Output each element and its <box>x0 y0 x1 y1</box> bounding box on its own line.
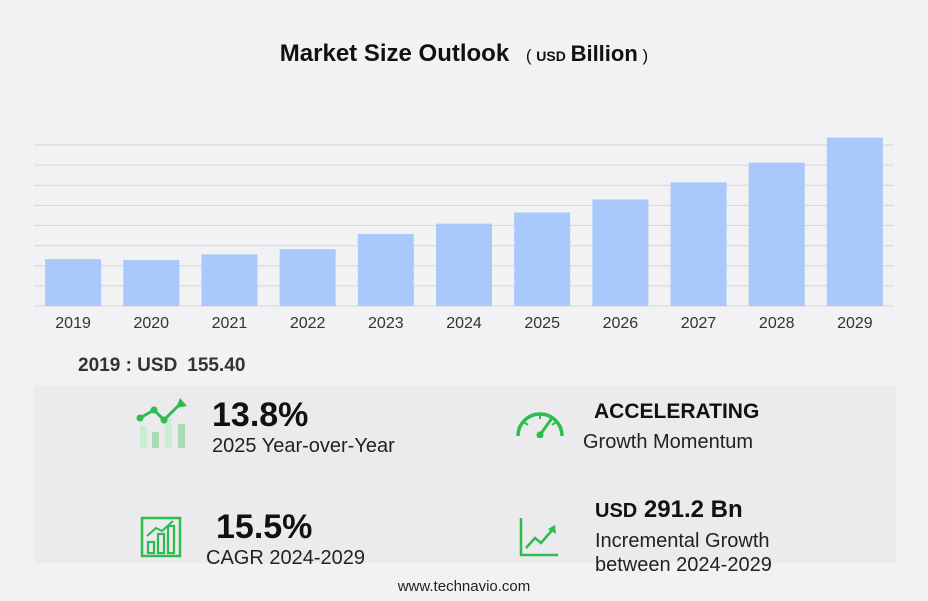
kpi-momentum: ACCELERATING <box>594 399 759 425</box>
line-growth-icon <box>519 518 558 557</box>
bar-2020 <box>123 259 180 306</box>
x-tick-label: 2023 <box>368 315 404 332</box>
bar-chart: 2019 2020 2021 2022 2023 2024 2025 2026 2027 2028… <box>34 137 894 332</box>
x-tick-label: 2027 <box>681 315 717 332</box>
kpi-incremental-currency: USD <box>595 500 638 522</box>
unit-prefix: USD <box>536 48 566 64</box>
x-tick-label: 2022 <box>290 315 326 332</box>
x-tick-label: 2029 <box>837 315 873 332</box>
bar-2028 <box>748 162 805 306</box>
x-tick-label: 2021 <box>212 315 248 332</box>
kpi-yoy-value: 13.8% <box>212 396 309 434</box>
unit-close-paren: ) <box>642 46 649 65</box>
kpi-incremental-label-2: between 2024-2029 <box>595 554 772 576</box>
chart-title: Market Size Outlook ( USD Billion ) <box>0 40 928 68</box>
summary-value: 155.40 <box>187 355 246 376</box>
bar-2021 <box>201 254 258 306</box>
x-tick-label: 2026 <box>603 315 639 332</box>
chart-title-unit: ( USD Billion ) <box>525 41 649 66</box>
footer-url: www.technavio.com <box>397 578 531 595</box>
kpi-cagr: 15.5% CAGR 2024-2029 <box>206 508 365 570</box>
kpi-momentum-label: Growth Momentum <box>583 431 754 453</box>
kpi-incremental-value-row: USD 291.2 Bn <box>595 496 772 525</box>
bar-2029 <box>826 137 883 306</box>
bar-2027 <box>670 182 727 306</box>
summary-sep: : <box>125 355 132 376</box>
bar-2019 <box>45 259 102 306</box>
bar-chart-icon <box>140 516 182 558</box>
kpi-incremental-label-1: Incremental Growth <box>595 530 770 552</box>
bar-2025 <box>514 212 571 306</box>
kpi-cagr-label: CAGR 2024-2029 <box>206 547 365 569</box>
x-tick-label: 2020 <box>133 315 169 332</box>
bar-2022 <box>279 249 336 306</box>
kpi-panel <box>34 385 896 563</box>
kpi-incremental: USD 291.2 Bn Incremental Growth between … <box>595 496 772 577</box>
bar-2024 <box>436 223 492 306</box>
unit-word: Billion <box>570 41 638 66</box>
bar-2023 <box>357 233 414 306</box>
summary-currency: USD <box>137 355 178 376</box>
bar-2026 <box>592 199 649 306</box>
chart-title-main: Market Size Outlook <box>279 40 510 67</box>
x-tick-label: 2025 <box>524 315 560 332</box>
kpi-incremental-value: 291.2 Bn <box>643 496 743 523</box>
base-year-summary: 2019 : USD 155.40 <box>78 355 245 377</box>
trend-bar-icon <box>136 398 187 448</box>
kpi-momentum-value: ACCELERATING <box>594 400 760 423</box>
kpi-momentum-sub: Growth Momentum <box>583 430 753 454</box>
kpi-yoy-label: 2025 Year-over-Year <box>212 435 395 457</box>
x-tick-label: 2028 <box>759 315 795 332</box>
speedometer-icon <box>516 412 564 438</box>
kpi-cagr-value: 15.5% <box>216 508 313 546</box>
kpi-yoy: 13.8% 2025 Year-over-Year <box>212 396 395 458</box>
x-tick-label: 2019 <box>55 315 91 332</box>
summary-year: 2019 <box>78 355 121 376</box>
x-tick-label: 2024 <box>446 315 482 332</box>
unit-open-paren: ( <box>525 46 532 65</box>
